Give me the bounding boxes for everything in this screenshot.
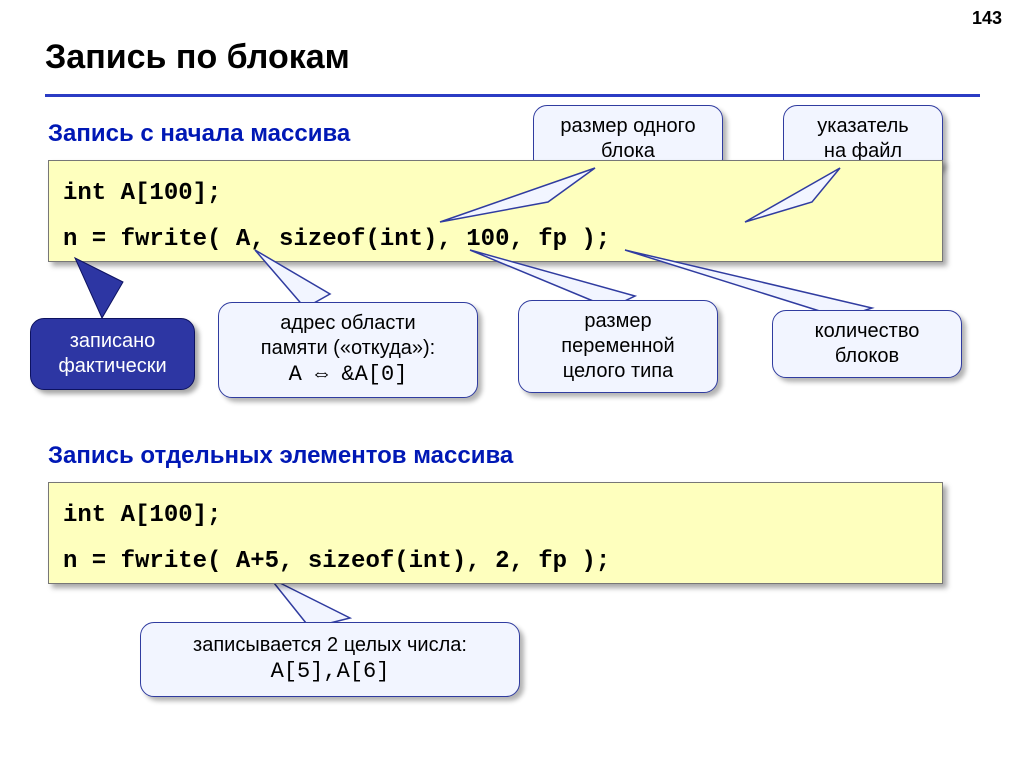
code1-line1: int A[100]; xyxy=(63,180,221,207)
callout-two-ints-code: A[5],A[6] xyxy=(155,658,505,686)
callout-block-count: количествоблоков xyxy=(772,310,962,378)
callout-file-ptr-text: указательна файл xyxy=(817,115,908,162)
code-2: int A[100]; n = fwrite( A+5, sizeof(int)… xyxy=(63,493,928,584)
callout-address-l1: адрес области xyxy=(229,311,467,336)
code2-line1: int A[100]; xyxy=(63,502,221,529)
title-rule xyxy=(45,94,980,97)
slide-title: Запись по блокам xyxy=(45,38,350,77)
callout-two-ints-l1: записывается 2 целых числа: xyxy=(155,633,505,658)
code2-line2: n = fwrite( A+5, sizeof(int), 2, fp ); xyxy=(63,548,610,575)
callout-var-size: размерпеременнойцелого типа xyxy=(518,300,718,393)
callout-written-text: записанофактически xyxy=(58,330,166,377)
code-1: int A[100]; n = fwrite( A, sizeof(int), … xyxy=(63,171,928,262)
subtitle-2: Запись отдельных элементов массива xyxy=(48,442,513,470)
callout-block-count-text: количествоблоков xyxy=(815,320,920,367)
callout-written: записанофактически xyxy=(30,318,195,390)
callout-var-size-text: размерпеременнойцелого типа xyxy=(561,310,674,382)
code1-line2: n = fwrite( A, sizeof(int), 100, fp ); xyxy=(63,226,610,253)
callout-address-code: A ⇔ &A[0] xyxy=(229,361,467,389)
subtitle-1: Запись с начала массива xyxy=(48,120,350,148)
page-number: 143 xyxy=(972,8,1002,29)
callout-address: адрес области памяти («откуда»): A ⇔ &A[… xyxy=(218,302,478,398)
callout-address-l2: памяти («откуда»): xyxy=(229,336,467,361)
callout-two-ints: записывается 2 целых числа: A[5],A[6] xyxy=(140,622,520,697)
callout-block-size-text: размер одногоблока xyxy=(560,115,695,162)
code-box-2: int A[100]; n = fwrite( A+5, sizeof(int)… xyxy=(48,482,943,584)
code-box-1: int A[100]; n = fwrite( A, sizeof(int), … xyxy=(48,160,943,262)
